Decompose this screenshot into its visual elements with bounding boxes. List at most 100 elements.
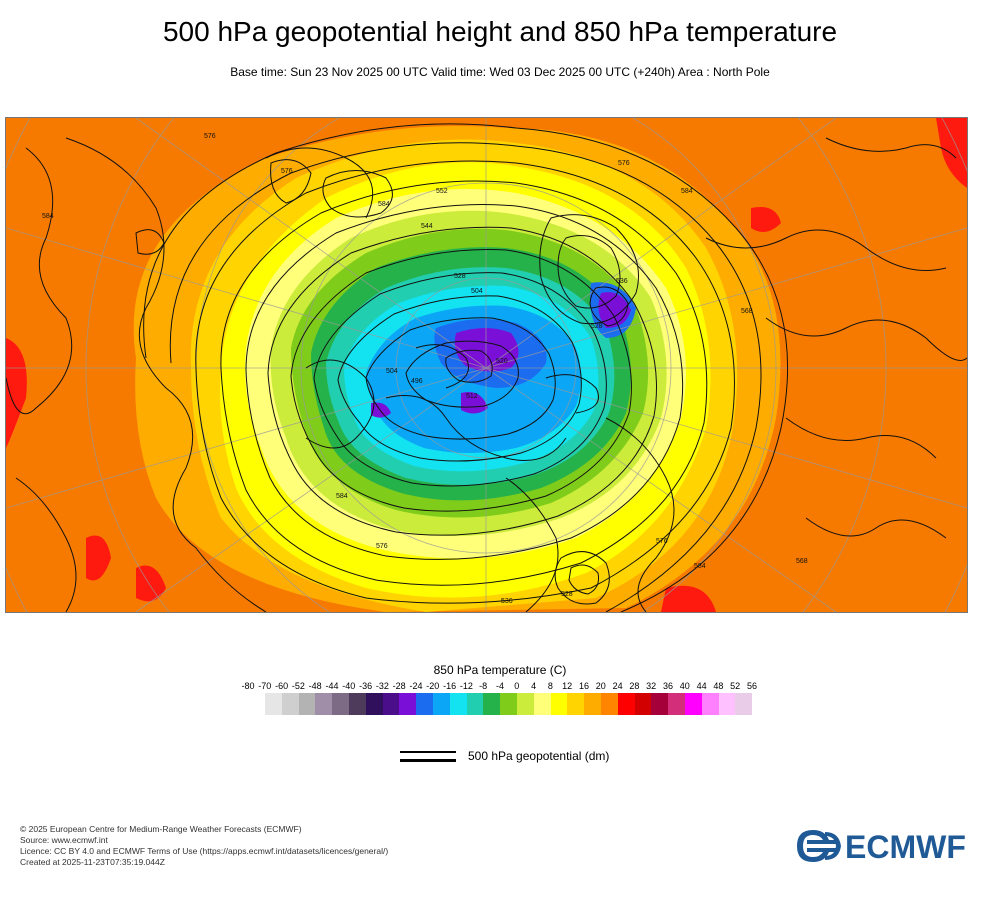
contour-label: 552 bbox=[436, 188, 448, 195]
legend-swatch bbox=[298, 693, 316, 715]
legend-tick-label: -70 bbox=[258, 681, 272, 691]
chart-subtitle: Base time: Sun 23 Nov 2025 00 UTC Valid … bbox=[230, 65, 770, 79]
legend-swatch bbox=[315, 693, 333, 715]
geopotential-legend: 500 hPa geopotential (dm) bbox=[400, 745, 700, 767]
contour-label: 504 bbox=[386, 368, 398, 375]
legend-tick-label: 24 bbox=[612, 681, 623, 691]
contour-label: 584 bbox=[681, 188, 693, 195]
legend-swatch bbox=[399, 693, 417, 715]
legend-swatch bbox=[533, 693, 551, 715]
legend-tick-label: -20 bbox=[426, 681, 440, 691]
legend-tick-label: 44 bbox=[696, 681, 707, 691]
legend-swatch bbox=[332, 693, 349, 715]
chart-title: 500 hPa geopotential height and 850 hPa … bbox=[162, 16, 838, 47]
contour-label: 576 bbox=[656, 538, 668, 545]
legend-swatch bbox=[265, 693, 282, 715]
legend-tick-label: 36 bbox=[662, 681, 673, 691]
legend-swatch bbox=[668, 693, 685, 715]
legend-tick-label: 48 bbox=[713, 681, 724, 691]
legend-swatch bbox=[567, 693, 585, 715]
created-line: Created at 2025-11-23T07:35:19.044Z bbox=[20, 857, 165, 867]
legend-swatch bbox=[718, 693, 736, 715]
legend-tick-label: -60 bbox=[275, 681, 289, 691]
legend-tick-label: -40 bbox=[342, 681, 356, 691]
temp-band-minus32d bbox=[371, 402, 391, 418]
legend-tick-label: 4 bbox=[531, 681, 537, 691]
contour-label: 576 bbox=[618, 160, 630, 167]
legend-swatch bbox=[516, 693, 534, 715]
contour-label: 496 bbox=[411, 378, 423, 385]
contour-label: 528 bbox=[561, 591, 573, 598]
legend-swatch bbox=[684, 693, 702, 715]
legend-tick-label: 40 bbox=[679, 681, 690, 691]
ecmwf-logo-graphic: ECMWF bbox=[797, 829, 966, 865]
legend-swatch bbox=[500, 693, 517, 715]
temp-band-minus32 bbox=[454, 328, 519, 372]
legend-swatch bbox=[634, 693, 652, 715]
legend-tick-label: -48 bbox=[308, 681, 322, 691]
legend-swatch bbox=[416, 693, 433, 715]
legend-tick-label: 32 bbox=[646, 681, 657, 691]
temp-band-minus32b bbox=[598, 292, 631, 328]
contour-label: 512 bbox=[466, 393, 478, 400]
contour-label: 520 bbox=[496, 358, 508, 365]
legend-tick-label: 28 bbox=[629, 681, 640, 691]
contour-label: 528 bbox=[454, 273, 466, 280]
contour-label: 536 bbox=[501, 598, 513, 605]
legend-swatch bbox=[701, 693, 719, 715]
legend-swatch bbox=[348, 693, 366, 715]
geopotential-legend-label: 500 hPa geopotential (dm) bbox=[468, 749, 610, 763]
temperature-legend-title: 850 hPa temperature (C) bbox=[433, 663, 567, 677]
legend-tick-label: -44 bbox=[325, 681, 339, 691]
contour-label: 584 bbox=[42, 213, 54, 220]
forecast-map: 576 584 576 584 552 544 528 520 512 504 … bbox=[5, 117, 968, 613]
legend-tick-label: -4 bbox=[495, 681, 504, 691]
temp-band-minus32c bbox=[461, 392, 488, 414]
legend-swatch bbox=[651, 693, 669, 715]
legend-tick-label: -28 bbox=[392, 681, 406, 691]
legend-tick-label: 12 bbox=[562, 681, 573, 691]
legend-tick-label: -32 bbox=[375, 681, 389, 691]
geopotential-contours bbox=[135, 123, 789, 612]
ecmwf-logo: ECMWF bbox=[795, 826, 985, 866]
contour-label: 568 bbox=[741, 308, 753, 315]
legend-swatch bbox=[466, 693, 484, 715]
legend-tick-label: -80 bbox=[241, 681, 255, 691]
geopotential-line-sample-thin bbox=[400, 751, 456, 753]
legend-tick-label: -36 bbox=[359, 681, 373, 691]
legend-swatch bbox=[281, 693, 299, 715]
map-graphic: 576 584 576 584 552 544 528 520 512 504 … bbox=[6, 118, 967, 612]
legend-swatch bbox=[483, 693, 501, 715]
legend-swatch bbox=[584, 693, 601, 715]
legend-tick-label: -16 bbox=[443, 681, 457, 691]
contour-label: 584 bbox=[378, 201, 390, 208]
source-line: Source: www.ecmwf.int bbox=[20, 835, 108, 845]
contour-label: 528 bbox=[591, 323, 603, 330]
legend-tick-label: 0 bbox=[514, 681, 520, 691]
legend-tick-label: -52 bbox=[291, 681, 305, 691]
legend-swatch bbox=[365, 693, 383, 715]
copyright-footer: © 2025 European Centre for Medium-Range … bbox=[20, 824, 388, 868]
legend-swatch bbox=[449, 693, 467, 715]
legend-tick-label: 16 bbox=[578, 681, 589, 691]
geopotential-line-sample-thick bbox=[400, 759, 456, 762]
contour-label: 568 bbox=[796, 558, 808, 565]
contour-label: 576 bbox=[204, 133, 216, 140]
legend-swatch bbox=[382, 693, 400, 715]
legend-tick-label: 52 bbox=[730, 681, 741, 691]
contour-label: 584 bbox=[694, 563, 706, 570]
legend-tick-label: 8 bbox=[547, 681, 553, 691]
legend-swatch bbox=[617, 693, 635, 715]
legend-tick-label: -12 bbox=[459, 681, 473, 691]
contour-label: 536 bbox=[616, 278, 628, 285]
contour-label: 504 bbox=[471, 288, 483, 295]
legend-tick-label: 56 bbox=[746, 681, 757, 691]
legend-swatch bbox=[735, 693, 753, 715]
coastlines bbox=[6, 137, 967, 612]
legend-swatch bbox=[432, 693, 450, 715]
legend-swatch bbox=[600, 693, 618, 715]
contour-label: 576 bbox=[376, 543, 388, 550]
contour-label-group: 576 584 576 584 552 544 528 520 512 504 … bbox=[42, 133, 808, 605]
ecmwf-logo-text: ECMWF bbox=[845, 829, 966, 865]
legend-swatch bbox=[550, 693, 568, 715]
